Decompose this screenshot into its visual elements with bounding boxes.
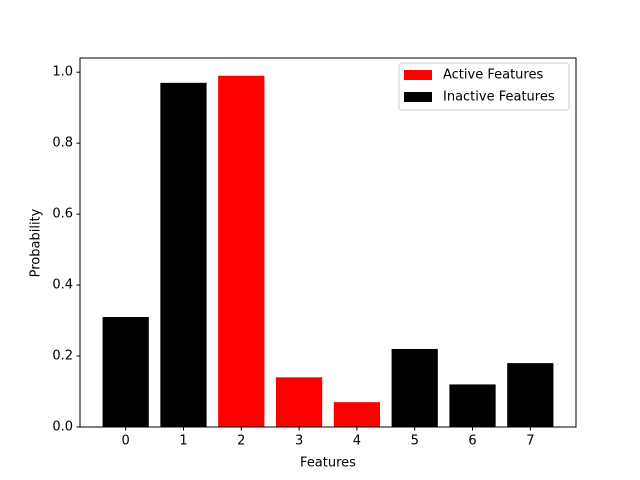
y-tick-label: 0.0 — [52, 420, 73, 435]
y-axis-label: Probability — [29, 208, 44, 277]
y-tick-label: 0.2 — [52, 349, 73, 364]
bar — [333, 402, 381, 427]
legend-swatch — [404, 92, 432, 102]
x-tick-label: 6 — [468, 434, 476, 449]
plot-frame — [79, 57, 577, 428]
bar — [507, 363, 554, 427]
legend-swatch — [404, 70, 432, 80]
x-tick-label: 1 — [179, 434, 187, 449]
x-tick-label: 5 — [411, 434, 419, 449]
bar — [218, 75, 265, 427]
y-tick-label: 0.8 — [52, 136, 73, 151]
bar — [160, 82, 207, 427]
y-tick-label: 1.0 — [52, 65, 73, 80]
x-tick-label: 7 — [526, 434, 534, 449]
bar — [391, 348, 438, 427]
x-tick-label: 3 — [295, 434, 303, 449]
x-tick-label: 4 — [353, 434, 361, 449]
x-axis-label: Features — [300, 456, 356, 471]
legend-box — [398, 62, 570, 111]
y-tick-label: 0.4 — [52, 278, 73, 293]
legend-label: Inactive Features — [443, 90, 555, 105]
bar — [275, 377, 323, 427]
x-tick-label: 0 — [122, 434, 130, 449]
bar — [102, 317, 149, 427]
x-tick-label: 2 — [237, 434, 245, 449]
bar — [449, 384, 496, 427]
legend-label: Active Features — [443, 68, 543, 83]
y-tick-label: 0.6 — [52, 207, 73, 222]
